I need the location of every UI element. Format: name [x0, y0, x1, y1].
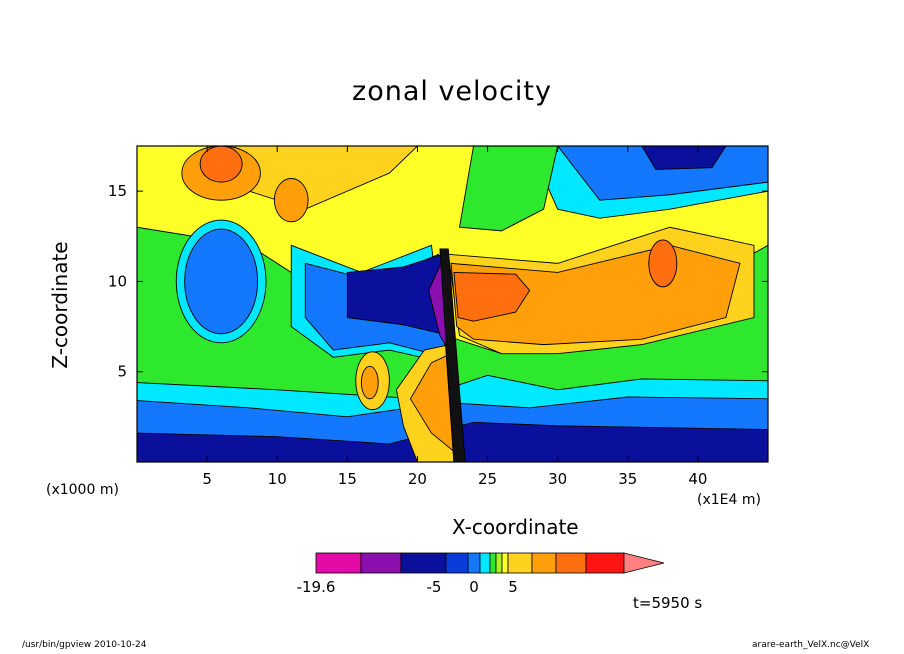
time-label: t=5950 s	[633, 594, 703, 612]
colorbar-swatch-7	[495, 552, 503, 574]
x-tick-label-1: 10	[268, 470, 287, 488]
colorbar-label-3: 5	[508, 578, 518, 596]
x-tick-label-2: 15	[338, 470, 357, 488]
footer-variable-label: arare-earth_VelX.nc@VelX	[752, 640, 870, 650]
colorbar-label-0: -19.6	[297, 578, 336, 596]
contour-region-dark-orange-top	[199, 146, 243, 183]
x-tick-label-4: 25	[478, 470, 497, 488]
x-tick-label-0: 5	[202, 470, 212, 488]
colorbar-swatch-1	[360, 552, 402, 574]
contour-region-orange-spot-upper	[273, 178, 309, 223]
footer-command-label: /usr/bin/gpview 2010-10-24	[22, 640, 147, 650]
x-unit-right-label: (x1E4 m)	[697, 492, 761, 508]
contour-region-green-top-center	[458, 146, 559, 232]
contour-region-dark-front	[439, 248, 466, 462]
x-unit-left-label: (x1000 m)	[46, 482, 119, 498]
contour-region-blue-left	[184, 228, 259, 335]
plot-frame	[136, 145, 769, 463]
colorbar-swatch-3	[445, 552, 469, 574]
colorbar-extend-arrow	[623, 552, 665, 574]
y-tick-label-1: 10	[108, 272, 127, 290]
colorbar-label-1: -5	[427, 578, 442, 596]
y-tick-label-0: 5	[117, 363, 127, 381]
chart-title: zonal velocity	[352, 76, 552, 107]
colorbar-label-2: 0	[469, 578, 479, 596]
colorbar-swatch-10	[531, 552, 557, 574]
colorbar-swatch-8	[501, 552, 509, 574]
x-tick-label-5: 30	[548, 470, 567, 488]
x-tick-label-7: 40	[688, 470, 707, 488]
colorbar-swatch-0	[315, 552, 362, 574]
contour-region-dark-orange-right	[453, 271, 531, 322]
x-tick-label-6: 35	[618, 470, 637, 488]
colorbar-swatch-6	[489, 552, 497, 574]
colorbar-swatch-5	[479, 552, 491, 574]
colorbar-swatch-4	[467, 552, 481, 574]
colorbar-swatch-9	[507, 552, 533, 574]
colorbar-swatch-12	[585, 552, 625, 574]
y-tick-label-2: 15	[108, 182, 127, 200]
x-tick-label-3: 20	[408, 470, 427, 488]
contour-region-orange-spot-lower	[360, 365, 379, 400]
colorbar-swatch-11	[555, 552, 587, 574]
contour-region-orange-spot	[648, 239, 678, 288]
x-axis-label: X-coordinate	[452, 515, 579, 539]
colorbar-swatch-2	[400, 552, 447, 574]
contour-fill-group	[137, 146, 768, 462]
contour-region-navy-top-right	[641, 146, 727, 170]
